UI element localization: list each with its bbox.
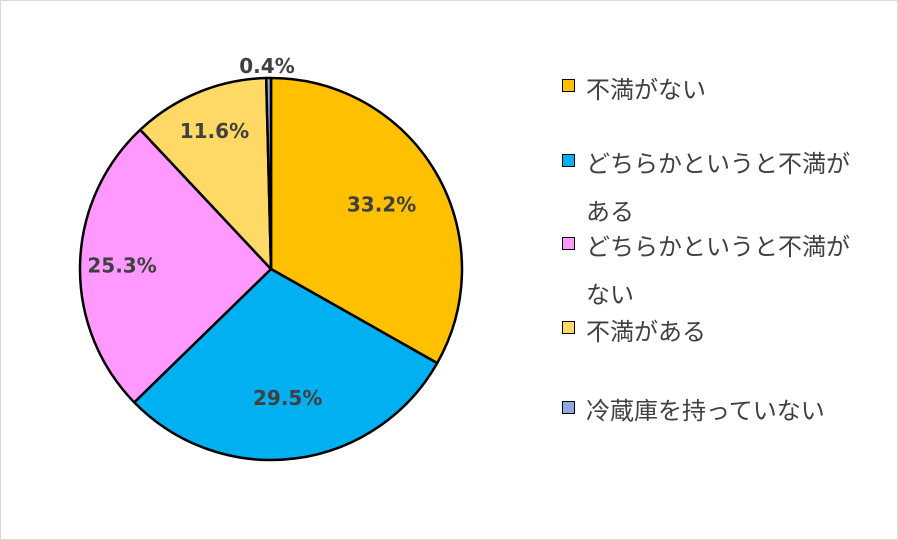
legend-label: どちらかというと不満がない: [586, 233, 850, 309]
slice-dochiraka-fuman-ga-aru: [133, 267, 439, 462]
legend-item-dochiraka-fuman-ga-nai: どちらかというと不満がない: [562, 223, 852, 319]
legend-label: 冷蔵庫を持っていない: [586, 397, 825, 425]
data-label-reizouko-nashi: 0.4%: [239, 54, 294, 78]
pie-data-labels: 33.2% 29.5% 25.3% 11.6% 0.4%: [87, 54, 416, 410]
legend-label: 不満がある: [586, 318, 706, 346]
legend-item-fuman-ga-nai: 不満がない: [562, 60, 852, 120]
data-label-dochiraka-fuman-ga-nai: 25.3%: [87, 254, 156, 278]
legend-label: どちらかというと不満がある: [586, 150, 850, 226]
legend-item-fuman-ga-aru: 不満がある: [562, 302, 852, 362]
data-label-fuman-ga-nai: 33.2%: [347, 193, 416, 217]
pie-slices: [78, 76, 464, 462]
data-label-fuman-ga-aru: 11.6%: [180, 119, 249, 143]
legend-swatch: [562, 321, 575, 334]
slice-dochiraka-fuman-ga-nai: [78, 128, 273, 404]
slice-fuman-ga-nai: [269, 76, 464, 365]
legend-swatch: [562, 79, 575, 92]
legend-swatch: [562, 401, 575, 414]
data-label-dochiraka-fuman-ga-aru: 29.5%: [253, 386, 322, 410]
legend-item-dochiraka-fuman-ga-aru: どちらかというと不満がある: [562, 140, 852, 236]
legend-swatch: [562, 237, 575, 250]
slice-fuman-ga-aru: [139, 76, 273, 271]
legend-swatch: [562, 154, 575, 167]
slice-reizouko-nashi: [264, 76, 273, 271]
legend-label: 不満がない: [586, 76, 706, 104]
legend-item-reizouko-nashi: 冷蔵庫を持っていない: [562, 387, 852, 435]
